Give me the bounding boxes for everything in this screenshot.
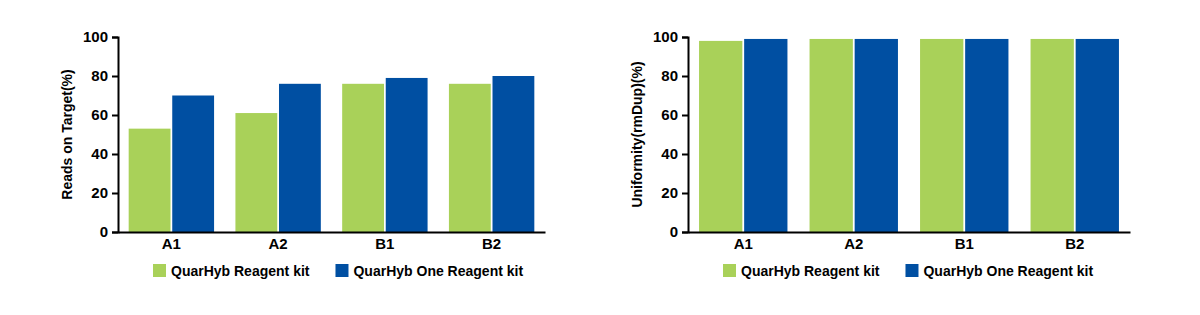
y-tick-label: 100 bbox=[653, 28, 678, 45]
y-tick-label: 60 bbox=[91, 106, 108, 123]
bar bbox=[855, 39, 898, 232]
x-axis-line bbox=[119, 232, 546, 234]
y-tick-mark bbox=[682, 232, 688, 234]
y-axis: 0 20 40 60 80 100 bbox=[83, 28, 119, 240]
x-tick-label: B2 bbox=[1065, 235, 1084, 252]
x-tick: B2 bbox=[482, 232, 501, 252]
bar bbox=[920, 39, 963, 232]
y-tick-label: 80 bbox=[91, 67, 108, 84]
y-tick-mark bbox=[682, 193, 688, 195]
y-axis-title: Uniformity(rmDup)(%) bbox=[629, 61, 645, 207]
bar bbox=[129, 129, 171, 232]
legend-swatch bbox=[905, 264, 918, 277]
bar bbox=[172, 96, 214, 233]
bar bbox=[342, 84, 384, 232]
bar bbox=[492, 76, 534, 232]
legend-swatch bbox=[723, 264, 736, 277]
y-axis-title: Reads on Target(%) bbox=[59, 69, 75, 199]
bars bbox=[129, 76, 535, 232]
y-tick: 100 bbox=[83, 28, 118, 45]
legend-item: QuarHyb One Reagent kit bbox=[905, 263, 1093, 279]
chart: 0 20 40 60 80 100 A1 A2 B1 B2 Reads on Target(%) Qu… bbox=[59, 28, 546, 279]
y-tick: 0 bbox=[100, 223, 118, 240]
y-tick-label: 0 bbox=[100, 223, 108, 240]
y-tick-mark bbox=[112, 193, 118, 195]
y-tick-mark bbox=[112, 232, 118, 234]
y-tick-mark bbox=[112, 115, 118, 117]
legend-label: QuarHyb One Reagent kit bbox=[923, 263, 1093, 279]
y-tick-label: 60 bbox=[661, 106, 678, 123]
legend: QuarHyb Reagent kit QuarHyb One Reagent k… bbox=[153, 263, 523, 279]
x-tick-label: A2 bbox=[844, 235, 863, 252]
bar bbox=[386, 78, 428, 232]
x-tick-label: B1 bbox=[955, 235, 974, 252]
legend-item: QuarHyb One Reagent kit bbox=[335, 263, 523, 279]
bar bbox=[965, 39, 1008, 232]
y-tick-label: 80 bbox=[661, 67, 678, 84]
y-tick-label: 20 bbox=[661, 184, 678, 201]
y-tick: 60 bbox=[91, 106, 118, 123]
legend-item: QuarHyb Reagent kit bbox=[723, 263, 880, 279]
bar bbox=[1031, 39, 1074, 232]
y-tick: 20 bbox=[661, 184, 688, 201]
y-tick-label: 100 bbox=[83, 28, 108, 45]
x-axis: A1 A2 B1 B2 bbox=[119, 232, 546, 252]
x-tick: B2 bbox=[1065, 232, 1084, 252]
legend-swatch bbox=[335, 264, 348, 277]
legend-label: QuarHyb Reagent kit bbox=[741, 263, 880, 279]
x-tick: A1 bbox=[162, 232, 181, 252]
legend-swatch bbox=[153, 264, 166, 277]
y-axis-line bbox=[112, 38, 119, 233]
x-tick: A1 bbox=[734, 232, 753, 252]
y-tick-mark bbox=[112, 37, 118, 39]
legend-item: QuarHyb Reagent kit bbox=[153, 263, 310, 279]
legend-label: QuarHyb One Reagent kit bbox=[353, 263, 523, 279]
y-tick: 0 bbox=[670, 223, 688, 240]
bar bbox=[449, 84, 491, 232]
bar bbox=[810, 39, 853, 232]
y-tick-mark bbox=[682, 154, 688, 156]
y-tick: 60 bbox=[661, 106, 688, 123]
y-tick-mark bbox=[682, 37, 688, 39]
bar bbox=[279, 84, 321, 232]
x-axis: A1 A2 B1 B2 bbox=[689, 232, 1131, 252]
bar bbox=[235, 113, 277, 232]
x-tick-label: B1 bbox=[375, 235, 394, 252]
chart: 0 20 40 60 80 100 A1 A2 B1 B2 Uniformity(rmDup)(%)… bbox=[629, 28, 1131, 279]
legend-label: QuarHyb Reagent kit bbox=[171, 263, 310, 279]
y-axis-line bbox=[682, 38, 689, 233]
y-tick-mark bbox=[112, 154, 118, 156]
y-axis: 0 20 40 60 80 100 bbox=[653, 28, 689, 240]
bar bbox=[699, 41, 742, 232]
x-tick: B1 bbox=[375, 232, 394, 252]
x-axis-line bbox=[689, 232, 1131, 234]
bar bbox=[1076, 39, 1119, 232]
y-tick: 40 bbox=[91, 145, 118, 162]
legend: QuarHyb Reagent kit QuarHyb One Reagent k… bbox=[723, 263, 1093, 279]
y-tick-label: 0 bbox=[670, 223, 678, 240]
x-tick-label: A1 bbox=[162, 235, 181, 252]
x-tick: A2 bbox=[269, 232, 288, 252]
y-tick: 20 bbox=[91, 184, 118, 201]
y-tick: 80 bbox=[661, 67, 688, 84]
y-tick-mark bbox=[682, 76, 688, 78]
x-tick-label: A2 bbox=[269, 235, 288, 252]
y-tick-mark bbox=[682, 115, 688, 117]
y-tick: 80 bbox=[91, 67, 118, 84]
x-tick-label: A1 bbox=[734, 235, 753, 252]
y-tick: 40 bbox=[661, 145, 688, 162]
y-tick-mark bbox=[112, 76, 118, 78]
x-tick: A2 bbox=[844, 232, 863, 252]
y-tick: 100 bbox=[653, 28, 688, 45]
bar bbox=[744, 39, 787, 232]
x-tick-label: B2 bbox=[482, 235, 501, 252]
y-tick-label: 40 bbox=[91, 145, 108, 162]
x-tick: B1 bbox=[955, 232, 974, 252]
bars bbox=[699, 39, 1119, 232]
y-tick-label: 40 bbox=[661, 145, 678, 162]
y-tick-label: 20 bbox=[91, 184, 108, 201]
